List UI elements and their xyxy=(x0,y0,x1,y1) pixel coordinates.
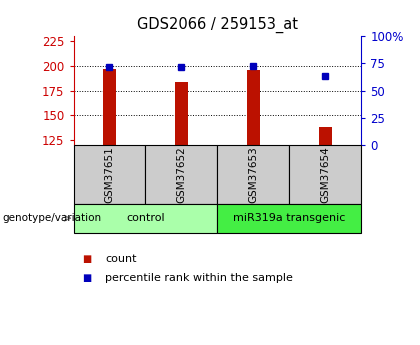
Text: ■: ■ xyxy=(82,273,91,283)
Bar xyxy=(175,82,188,145)
Bar xyxy=(247,70,260,145)
Text: control: control xyxy=(126,213,165,223)
Bar xyxy=(103,69,116,145)
Text: GSM37652: GSM37652 xyxy=(176,146,186,203)
Title: GDS2066 / 259153_at: GDS2066 / 259153_at xyxy=(137,17,298,33)
Text: ■: ■ xyxy=(82,254,91,264)
Text: GSM37654: GSM37654 xyxy=(320,146,330,203)
Text: GSM37653: GSM37653 xyxy=(248,146,258,203)
Text: count: count xyxy=(105,254,136,264)
Text: miR319a transgenic: miR319a transgenic xyxy=(233,213,346,223)
Text: genotype/variation: genotype/variation xyxy=(2,213,101,223)
Text: percentile rank within the sample: percentile rank within the sample xyxy=(105,273,293,283)
Text: GSM37651: GSM37651 xyxy=(105,146,115,203)
Bar xyxy=(319,127,332,145)
